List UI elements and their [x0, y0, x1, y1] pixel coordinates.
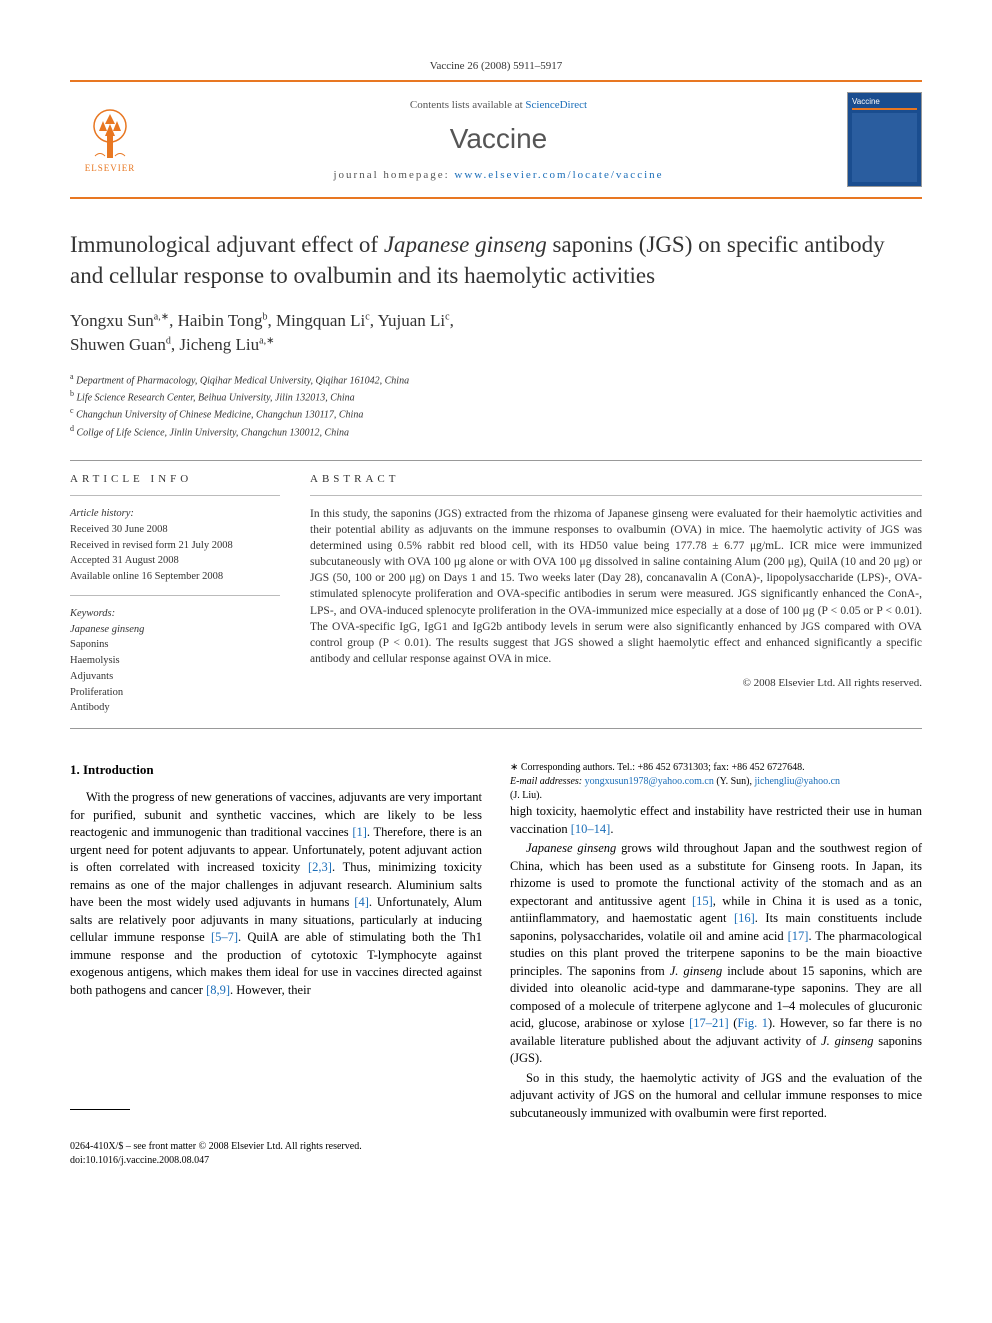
- intro-paragraph-2: Japanese ginseng grows wild throughout J…: [510, 840, 922, 1068]
- contents-available-line: Contents lists available at ScienceDirec…: [150, 99, 847, 111]
- ref-link[interactable]: [8,9]: [206, 983, 230, 997]
- article-history-block: Article history: Received 30 June 2008 R…: [70, 506, 280, 585]
- sciencedirect-link[interactable]: ScienceDirect: [525, 99, 587, 111]
- history-revised: Received in revised form 21 July 2008: [70, 538, 280, 554]
- doi-block: 0264-410X/$ – see front matter © 2008 El…: [70, 1140, 922, 1168]
- info-abstract-row: ARTICLE INFO Article history: Received 3…: [70, 473, 922, 716]
- body-two-column: 1. Introduction With the progress of new…: [70, 761, 922, 1122]
- elsevier-tree-icon: [85, 106, 135, 161]
- info-divider-2: [70, 595, 280, 596]
- history-accepted: Accepted 31 August 2008: [70, 553, 280, 569]
- journal-cover-thumbnail: Vaccine: [847, 92, 922, 187]
- keyword-item: Japanese ginseng: [70, 622, 280, 638]
- info-divider-1: [70, 495, 280, 496]
- page-root: Vaccine 26 (2008) 5911–5917 ELSEVIER Con…: [0, 0, 992, 1208]
- homepage-link[interactable]: www.elsevier.com/locate/vaccine: [454, 169, 663, 181]
- journal-homepage-line: journal homepage: www.elsevier.com/locat…: [150, 169, 847, 181]
- publisher-logo-text: ELSEVIER: [85, 163, 136, 173]
- ref-link[interactable]: [17–21]: [689, 1016, 729, 1030]
- article-title: Immunological adjuvant effect of Japanes…: [70, 229, 922, 291]
- homepage-prefix: journal homepage:: [333, 169, 454, 181]
- history-received: Received 30 June 2008: [70, 522, 280, 538]
- author-list: Yongxu Suna,∗, Haibin Tongb, Mingquan Li…: [70, 309, 922, 357]
- keyword-item: Saponins: [70, 637, 280, 653]
- ref-link[interactable]: [4]: [354, 895, 369, 909]
- affiliation-d: d Collge of Life Science, Jinlin Univers…: [70, 423, 922, 440]
- ref-link[interactable]: [17]: [788, 929, 809, 943]
- running-citation: Vaccine 26 (2008) 5911–5917: [70, 60, 922, 72]
- ref-link[interactable]: [15]: [692, 894, 713, 908]
- cover-body: [852, 113, 917, 182]
- affiliations: a Department of Pharmacology, Qiqihar Me…: [70, 371, 922, 440]
- keywords-heading: Keywords:: [70, 606, 280, 622]
- abstract-copyright: © 2008 Elsevier Ltd. All rights reserved…: [310, 677, 922, 689]
- fig-link[interactable]: Fig. 1: [737, 1016, 768, 1030]
- ref-link[interactable]: [1]: [352, 825, 367, 839]
- article-info-column: ARTICLE INFO Article history: Received 3…: [70, 473, 280, 716]
- ref-link[interactable]: [16]: [734, 911, 755, 925]
- keyword-item: Haemolysis: [70, 653, 280, 669]
- title-part1: Immunological adjuvant effect of: [70, 232, 384, 257]
- abstract-column: ABSTRACT In this study, the saponins (JG…: [310, 473, 922, 716]
- intro-paragraph-1: With the progress of new generations of …: [70, 789, 482, 999]
- article-info-label: ARTICLE INFO: [70, 473, 280, 485]
- doi-line: doi:10.1016/j.vaccine.2008.08.047: [70, 1154, 922, 1168]
- footnote-separator: [70, 1109, 130, 1110]
- ref-link[interactable]: [10–14]: [571, 822, 611, 836]
- contents-prefix: Contents lists available at: [410, 99, 525, 111]
- abstract-divider: [310, 495, 922, 496]
- front-matter-line: 0264-410X/$ – see front matter © 2008 El…: [70, 1140, 922, 1154]
- keyword-item: Antibody: [70, 700, 280, 716]
- cover-title: Vaccine: [852, 97, 917, 110]
- email-link-1[interactable]: yongxusun1978@yahoo.com.cn: [585, 776, 714, 787]
- history-heading: Article history:: [70, 506, 280, 522]
- section-heading-intro: 1. Introduction: [70, 761, 482, 779]
- affiliation-c: c Changchun University of Chinese Medici…: [70, 405, 922, 422]
- email-link-2[interactable]: jichengliu@yahoo.cn: [754, 776, 840, 787]
- intro-paragraph-1-cont: high toxicity, haemolytic effect and ins…: [510, 803, 922, 838]
- keyword-item: Proliferation: [70, 685, 280, 701]
- ref-link[interactable]: [5–7]: [211, 930, 238, 944]
- divider-bottom: [70, 728, 922, 729]
- title-italic: Japanese ginseng: [384, 232, 547, 257]
- abstract-label: ABSTRACT: [310, 473, 922, 485]
- keyword-item: Adjuvants: [70, 669, 280, 685]
- history-online: Available online 16 September 2008: [70, 569, 280, 585]
- email-line: E-mail addresses: yongxusun1978@yahoo.co…: [510, 775, 922, 803]
- masthead-center: Contents lists available at ScienceDirec…: [150, 99, 847, 181]
- affiliation-b: b Life Science Research Center, Beihua U…: [70, 388, 922, 405]
- affiliation-a: a Department of Pharmacology, Qiqihar Me…: [70, 371, 922, 388]
- publisher-logo: ELSEVIER: [70, 95, 150, 185]
- keywords-block: Keywords: Japanese ginseng Saponins Haem…: [70, 606, 280, 716]
- divider-top: [70, 460, 922, 461]
- intro-paragraph-3: So in this study, the haemolytic activit…: [510, 1070, 922, 1123]
- journal-name: Vaccine: [150, 123, 847, 155]
- corr-label: ∗ Corresponding authors. Tel.: +86 452 6…: [510, 761, 922, 775]
- ref-link[interactable]: [2,3]: [308, 860, 332, 874]
- abstract-text: In this study, the saponins (JGS) extrac…: [310, 506, 922, 667]
- masthead: ELSEVIER Contents lists available at Sci…: [70, 80, 922, 199]
- corresponding-author-footnote: ∗ Corresponding authors. Tel.: +86 452 6…: [510, 761, 922, 803]
